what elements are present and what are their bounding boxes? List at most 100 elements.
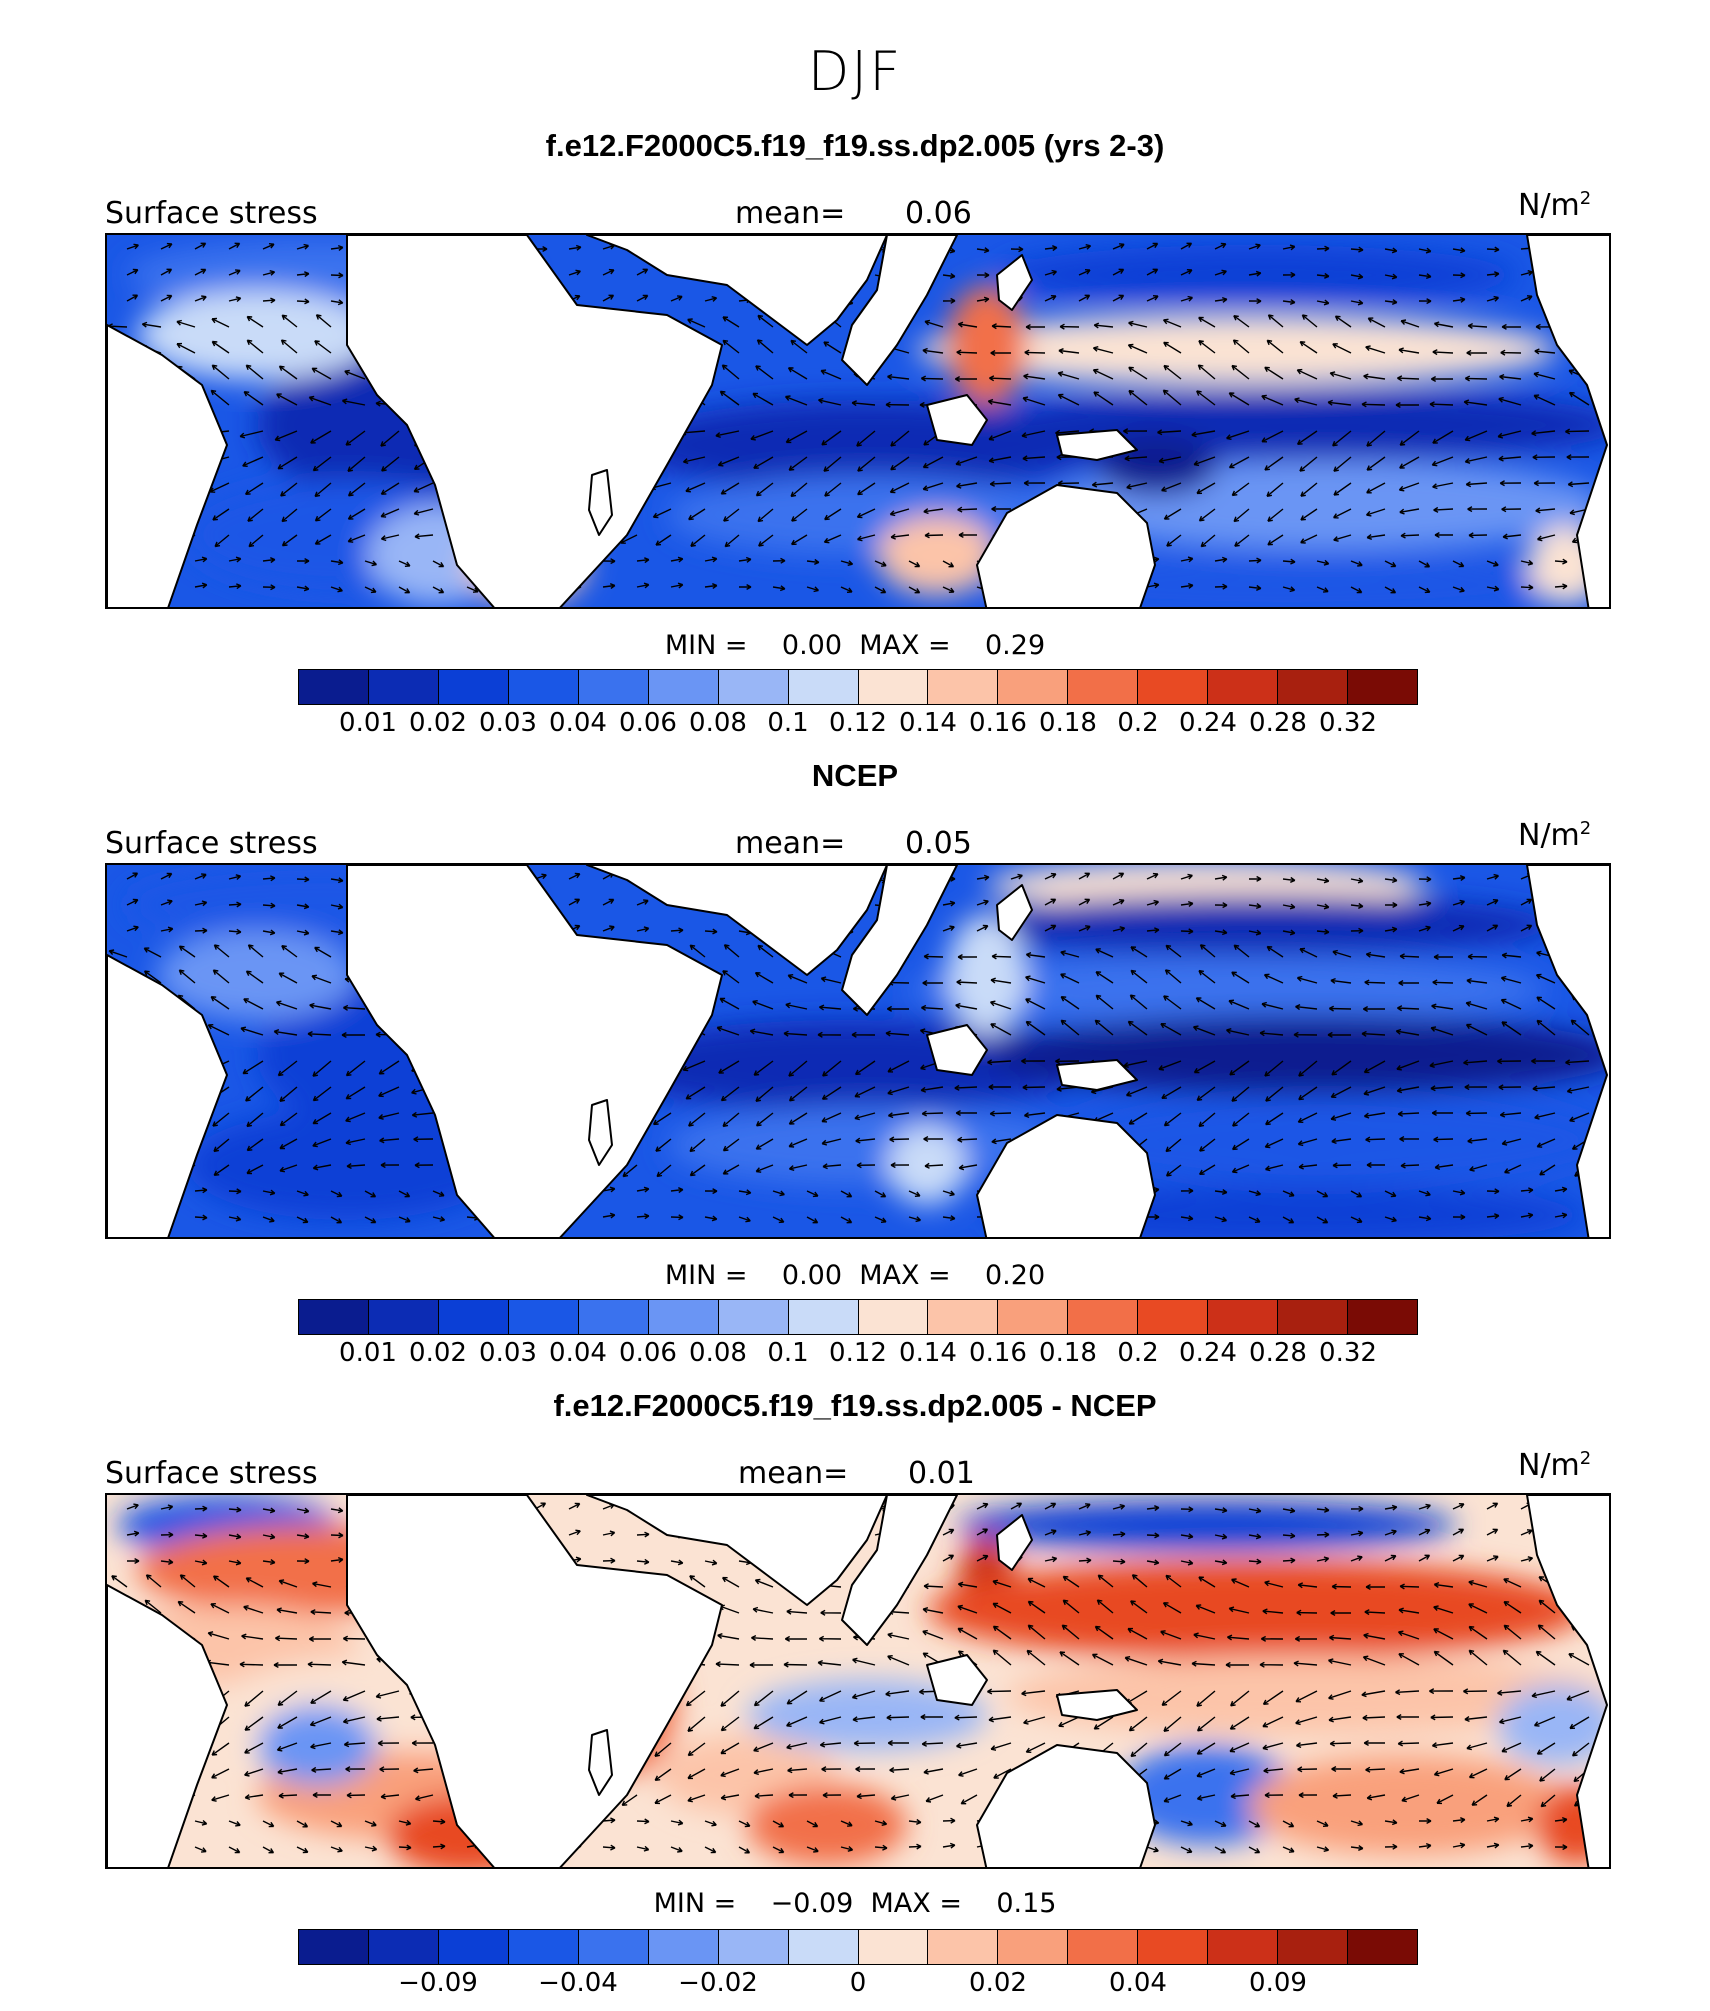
colorbar-swatch	[1348, 670, 1417, 704]
wind-stress-arrow	[1398, 1607, 1420, 1614]
wind-stress-arrow	[636, 1531, 650, 1538]
wind-stress-arrow	[1418, 1842, 1432, 1849]
wind-stress-arrow	[976, 874, 990, 881]
wind-stress-arrow	[1504, 1768, 1522, 1781]
wind-stress-arrow	[687, 1768, 706, 1780]
wind-stress-arrow	[1023, 1716, 1046, 1725]
wind-stress-arrow	[1025, 1742, 1046, 1753]
wind-stress-arrow	[1267, 314, 1284, 328]
wind-stress-arrow	[991, 1138, 1012, 1145]
wind-stress-arrow	[992, 1649, 1012, 1666]
wind-stress-arrow	[228, 1820, 241, 1827]
wind-stress-arrow	[1299, 947, 1318, 958]
wind-stress-arrow	[755, 482, 774, 497]
wind-stress-arrow	[976, 1528, 989, 1536]
wind-stress-arrow	[889, 1136, 910, 1143]
wind-stress-arrow	[788, 1112, 808, 1125]
field-contour-region	[947, 285, 1027, 405]
wind-stress-arrow	[1025, 998, 1046, 1010]
wind-stress-arrow	[960, 1794, 978, 1805]
wind-stress-arrow	[278, 1579, 298, 1588]
wind-stress-arrow	[211, 1742, 230, 1756]
wind-stress-arrow	[273, 1029, 298, 1036]
wind-stress-arrow	[1023, 1112, 1046, 1119]
wind-stress-arrow	[784, 395, 808, 406]
wind-stress-arrow	[262, 875, 276, 882]
wind-stress-arrow	[1262, 1608, 1284, 1615]
wind-stress-arrow	[788, 1164, 808, 1171]
wind-stress-arrow	[1486, 585, 1500, 592]
wind-stress-arrow	[942, 925, 955, 932]
wind-stress-arrow	[1078, 872, 1091, 880]
colorbar-swatch	[299, 1300, 369, 1334]
wind-stress-arrow	[1366, 534, 1386, 540]
wind-stress-arrow	[1429, 401, 1454, 408]
wind-stress-arrow	[1232, 339, 1250, 354]
wind-stress-arrow	[312, 1791, 331, 1799]
wind-stress-arrow	[1266, 945, 1284, 958]
wind-stress-arrow	[791, 508, 808, 522]
wind-stress-arrow	[751, 1634, 774, 1641]
wind-stress-arrow	[717, 456, 740, 467]
wind-stress-arrow	[840, 1216, 853, 1224]
colorbar-swatch	[578, 1930, 649, 1964]
wind-stress-arrow	[380, 534, 400, 542]
wind-stress-arrow	[1160, 1630, 1182, 1640]
wind-stress-arrow	[1520, 1816, 1534, 1823]
wind-stress-arrow	[1230, 1793, 1250, 1800]
wind-stress-arrow	[1330, 977, 1352, 984]
wind-stress-arrow	[1248, 584, 1262, 591]
wind-stress-arrow	[211, 340, 230, 354]
wind-stress-arrow	[704, 296, 718, 302]
wind-stress-arrow	[210, 389, 230, 406]
wind-stress-arrow	[890, 1794, 910, 1801]
panel-3-units: N/m2	[1518, 1448, 1592, 1483]
wind-stress-arrow	[311, 367, 332, 380]
wind-stress-arrow	[213, 944, 230, 958]
field-contour-region	[1497, 1685, 1609, 1765]
wind-stress-arrow	[176, 342, 196, 354]
wind-stress-arrow	[1297, 1582, 1318, 1589]
colorbar-tick-label: 0.08	[689, 708, 747, 738]
wind-stress-arrow	[1193, 1060, 1216, 1074]
wind-stress-arrow	[786, 1716, 808, 1727]
wind-stress-arrow	[1363, 1739, 1385, 1747]
wind-stress-arrow	[307, 1661, 332, 1668]
wind-stress-arrow	[1469, 1164, 1488, 1172]
map-svg	[107, 865, 1609, 1237]
wind-stress-arrow	[432, 1216, 446, 1222]
wind-stress-arrow	[568, 1529, 581, 1536]
wind-stress-arrow	[1433, 953, 1453, 961]
wind-stress-arrow	[1059, 1651, 1080, 1666]
wind-stress-arrow	[277, 1060, 298, 1077]
wind-stress-arrow	[1296, 368, 1318, 380]
wind-stress-arrow	[1300, 508, 1318, 521]
arabia-india-landmass	[586, 235, 888, 346]
wind-stress-arrow	[342, 1635, 366, 1642]
wind-stress-arrow	[1366, 456, 1386, 471]
wind-stress-arrow	[922, 482, 944, 491]
wind-stress-arrow	[942, 297, 956, 304]
wind-stress-arrow	[1328, 1005, 1352, 1012]
wind-stress-arrow	[1022, 396, 1046, 406]
wind-stress-arrow	[1044, 245, 1058, 252]
wind-stress-arrow	[243, 998, 264, 1010]
wind-stress-arrow	[1486, 271, 1500, 278]
wind-stress-arrow	[854, 1112, 876, 1121]
wind-stress-arrow	[1131, 1574, 1148, 1588]
wind-stress-arrow	[1282, 586, 1296, 593]
wind-stress-arrow	[1112, 243, 1125, 250]
wind-stress-arrow	[1537, 1624, 1556, 1640]
wind-stress-arrow	[1331, 1765, 1351, 1773]
field-contour-region	[957, 895, 1557, 955]
wind-stress-arrow	[312, 1164, 332, 1171]
wind-stress-arrow	[988, 430, 1012, 441]
wind-stress-arrow	[1364, 979, 1386, 986]
wind-stress-arrow	[1259, 1661, 1284, 1668]
wind-stress-arrow	[1433, 1768, 1454, 1777]
colorbar-swatch	[718, 1930, 789, 1964]
wind-stress-arrow	[685, 1086, 706, 1100]
wind-stress-arrow	[788, 1792, 808, 1799]
wind-stress-arrow	[772, 1820, 785, 1828]
colorbar-tick-label: 0.01	[339, 1338, 397, 1368]
